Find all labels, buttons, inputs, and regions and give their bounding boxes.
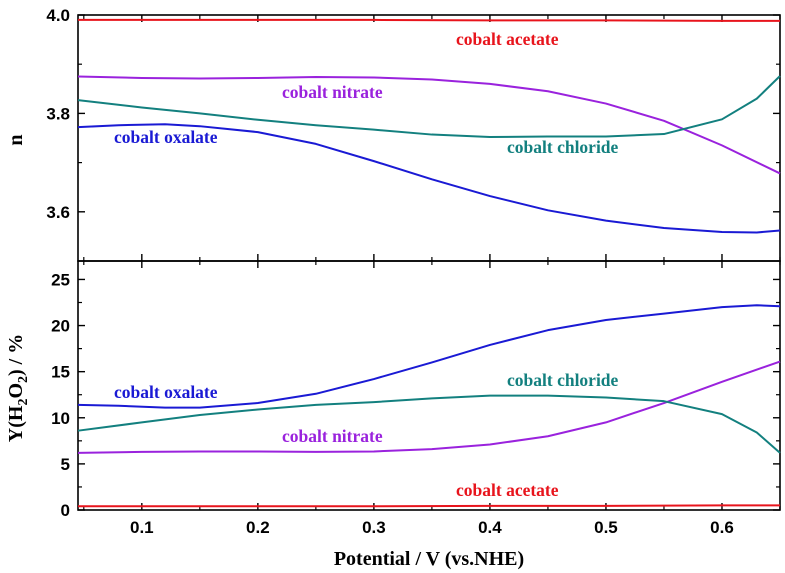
series-label-cobalt-nitrate: cobalt nitrate	[282, 426, 383, 446]
series-line-cobalt-acetate-n	[78, 18, 780, 22]
bottom-panel-frame	[77, 260, 781, 511]
y-tick-label: 15	[51, 363, 70, 382]
series-line-cobalt-chloride-yield	[77, 394, 781, 454]
y-tick-label: 20	[51, 317, 70, 336]
top-y-axis-label: n	[5, 134, 27, 145]
series-label-cobalt-acetate: cobalt acetate	[456, 480, 559, 500]
series-label-cobalt-chloride: cobalt chloride	[507, 370, 619, 390]
bottom-y-axis-label: Y(H2O2) / %	[5, 334, 31, 442]
series-label-cobalt-acetate: cobalt acetate	[456, 29, 559, 49]
series-line-cobalt-acetate-yield	[78, 504, 780, 508]
series-line-cobalt-nitrate-n	[77, 75, 781, 175]
series-label-cobalt-oxalate: cobalt oxalate	[114, 382, 218, 402]
series-line-cobalt-chloride-n	[77, 75, 781, 139]
series-label-cobalt-chloride: cobalt chloride	[507, 137, 619, 157]
series-labels: cobalt acetate cobalt nitrate cobalt oxala…	[114, 29, 619, 500]
axis-ticks: 3.6 3.8 4.0 0 5 10 15 20 25 0.1 0.2 0.3 0.4 0.5 0.6	[46, 6, 781, 537]
series-curves	[77, 18, 781, 508]
y-tick-label: 0	[61, 501, 70, 520]
y-tick-label: 4.0	[46, 6, 70, 25]
y-tick-label: 25	[51, 270, 70, 289]
series-line-cobalt-nitrate-yield	[77, 360, 781, 454]
x-tick-label: 0.5	[594, 518, 618, 537]
x-axis-label: Potential / V (vs.NHE)	[334, 548, 524, 570]
x-tick-label: 0.1	[130, 518, 154, 537]
series-line-cobalt-oxalate-yield	[77, 304, 781, 409]
y-tick-label: 10	[51, 409, 70, 428]
x-tick-label: 0.6	[710, 518, 734, 537]
x-tick-label: 0.2	[246, 518, 270, 537]
series-line-cobalt-oxalate-n	[77, 123, 781, 234]
y-tick-label: 3.6	[46, 203, 70, 222]
y-tick-label: 3.8	[46, 104, 70, 123]
x-tick-label: 0.3	[362, 518, 386, 537]
y-tick-label: 5	[61, 455, 70, 474]
x-tick-label: 0.4	[478, 518, 502, 537]
series-label-cobalt-oxalate: cobalt oxalate	[114, 127, 218, 147]
series-label-cobalt-nitrate: cobalt nitrate	[282, 82, 383, 102]
